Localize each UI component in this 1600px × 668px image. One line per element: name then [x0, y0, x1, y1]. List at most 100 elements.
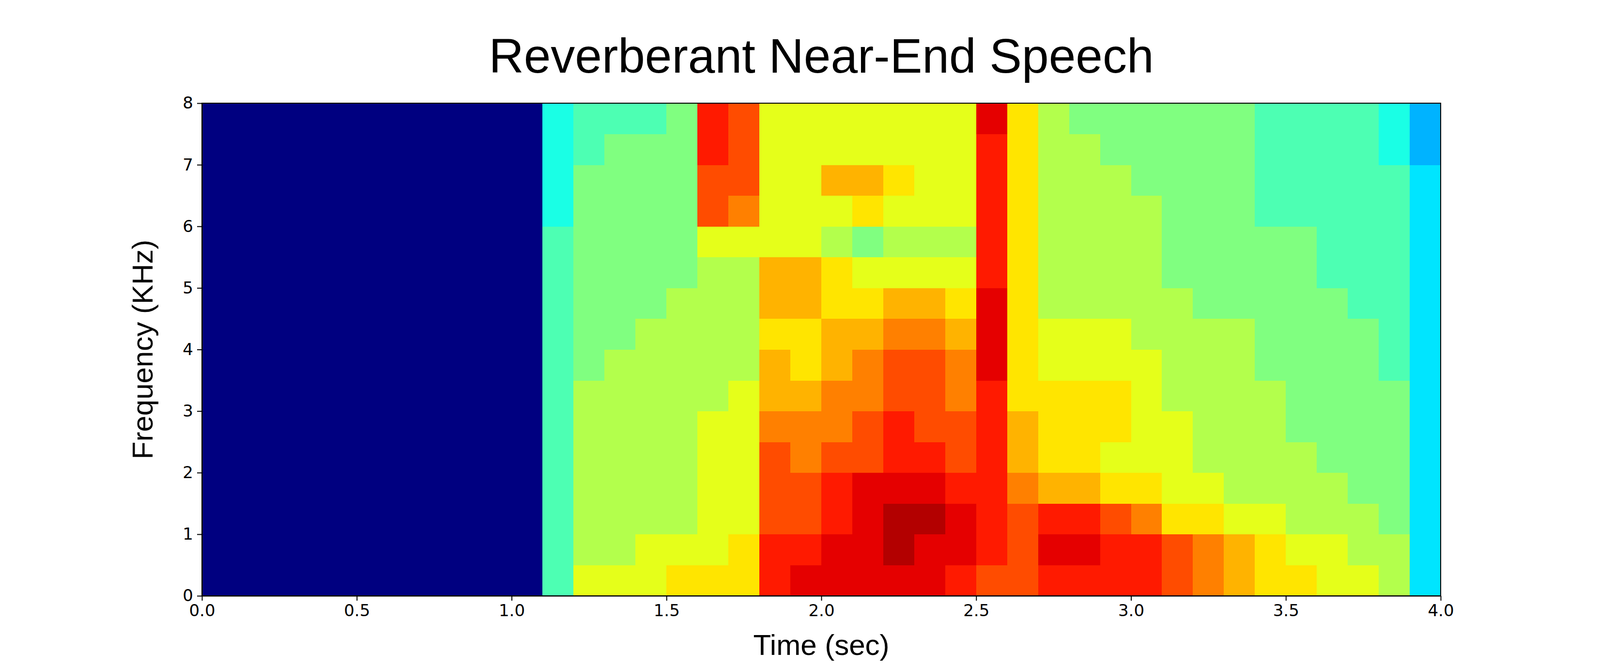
heatmap-cell — [635, 134, 667, 166]
heatmap-cell — [728, 472, 760, 504]
heatmap-cell — [1409, 564, 1441, 596]
heatmap-cell — [852, 564, 884, 596]
x-tick-mark — [356, 595, 358, 601]
heatmap-cell — [1223, 349, 1255, 381]
y-tick-mark — [197, 533, 202, 535]
heatmap-cell — [945, 472, 977, 504]
heatmap-cell — [883, 103, 915, 135]
heatmap-cell — [1131, 318, 1163, 350]
heatmap-cell — [945, 164, 977, 196]
heatmap-cell — [604, 164, 636, 196]
heatmap-cell — [945, 349, 977, 381]
heatmap-cell — [480, 380, 512, 412]
heatmap-cell — [1131, 257, 1163, 289]
heatmap-cell — [418, 380, 450, 412]
heatmap-cell — [914, 318, 946, 350]
heatmap-cell — [1131, 564, 1163, 596]
heatmap-cell — [852, 349, 884, 381]
heatmap-cell — [1007, 564, 1039, 596]
heatmap-cell — [1007, 195, 1039, 227]
heatmap-cell — [1409, 103, 1441, 135]
heatmap-cell — [1378, 257, 1410, 289]
heatmap-cell — [790, 534, 822, 566]
x-axis: 0.00.51.01.52.02.53.03.54.0 — [188, 595, 1454, 620]
heatmap-cell — [542, 534, 574, 566]
heatmap-cell — [759, 380, 791, 412]
heatmap-cell — [418, 318, 450, 350]
heatmap-cell — [976, 103, 1008, 135]
heatmap-cell — [821, 534, 853, 566]
heatmap-cell — [1192, 226, 1224, 258]
y-tick-label: 4 — [182, 339, 194, 359]
heatmap-cell — [1131, 380, 1163, 412]
heatmap-cell — [604, 441, 636, 473]
heatmap-cell — [883, 134, 915, 166]
heatmap-cell — [1069, 287, 1101, 319]
heatmap-cell — [1254, 134, 1286, 166]
heatmap-cell — [449, 164, 481, 196]
heatmap-cell — [1131, 134, 1163, 166]
heatmap-cell — [1100, 503, 1132, 535]
heatmap-cell — [1347, 287, 1379, 319]
heatmap-cell — [1223, 257, 1255, 289]
heatmap-cell — [1161, 103, 1193, 135]
heatmap-cell — [1007, 103, 1039, 135]
heatmap-cell — [542, 472, 574, 504]
heatmap-cell — [1007, 411, 1039, 443]
heatmap-cell — [511, 380, 543, 412]
heatmap-cell — [790, 103, 822, 135]
x-tick-label: 0.5 — [343, 600, 370, 620]
heatmap-cell — [604, 503, 636, 535]
heatmap-cell — [976, 164, 1008, 196]
heatmap-cell — [418, 257, 450, 289]
y-tick: 3 — [182, 400, 202, 421]
heatmap-cell — [728, 195, 760, 227]
heatmap-cell — [573, 441, 605, 473]
heatmap-cell — [1316, 411, 1348, 443]
heatmap-cell — [449, 503, 481, 535]
heatmap-cell — [480, 287, 512, 319]
heatmap-cell — [1131, 472, 1163, 504]
heatmap-cell — [666, 134, 698, 166]
heatmap-cell — [728, 257, 760, 289]
heatmap-cell — [1223, 564, 1255, 596]
heatmap-cell — [356, 134, 388, 166]
heatmap-cell — [449, 134, 481, 166]
x-tick-mark — [975, 595, 977, 601]
heatmap-cell — [883, 564, 915, 596]
x-tick-label: 1.5 — [653, 600, 680, 620]
heatmap-cell — [1007, 534, 1039, 566]
heatmap-cell — [1285, 534, 1317, 566]
heatmap-cell — [232, 349, 264, 381]
heatmap-cell — [387, 534, 419, 566]
heatmap-cell — [1409, 257, 1441, 289]
heatmap-cell — [1378, 411, 1410, 443]
heatmap-cell — [232, 226, 264, 258]
heatmap-cell — [852, 411, 884, 443]
heatmap-cell — [604, 472, 636, 504]
y-tick-mark — [197, 410, 202, 412]
heatmap-cell — [1100, 534, 1132, 566]
heatmap-cell — [294, 564, 326, 596]
heatmap-cell — [635, 226, 667, 258]
heatmap-cell — [759, 534, 791, 566]
heatmap-cell — [1223, 411, 1255, 443]
heatmap-cell — [542, 195, 574, 227]
heatmap-cell — [387, 380, 419, 412]
heatmap-cell — [1007, 318, 1039, 350]
heatmap-cell — [232, 287, 264, 319]
y-tick-label: 5 — [182, 277, 194, 298]
heatmap-cell — [1347, 472, 1379, 504]
heatmap-cell — [1409, 472, 1441, 504]
heatmap-cell — [1131, 287, 1163, 319]
y-tick: 2 — [182, 462, 202, 482]
heatmap-cell — [759, 318, 791, 350]
heatmap-cell — [976, 564, 1008, 596]
heatmap-cell — [1347, 534, 1379, 566]
heatmap-cell — [604, 534, 636, 566]
x-tick: 1.5 — [653, 595, 680, 620]
heatmap-cell — [945, 287, 977, 319]
heatmap-cell — [201, 564, 233, 596]
heatmap-cell — [418, 411, 450, 443]
heatmap-cell — [232, 564, 264, 596]
